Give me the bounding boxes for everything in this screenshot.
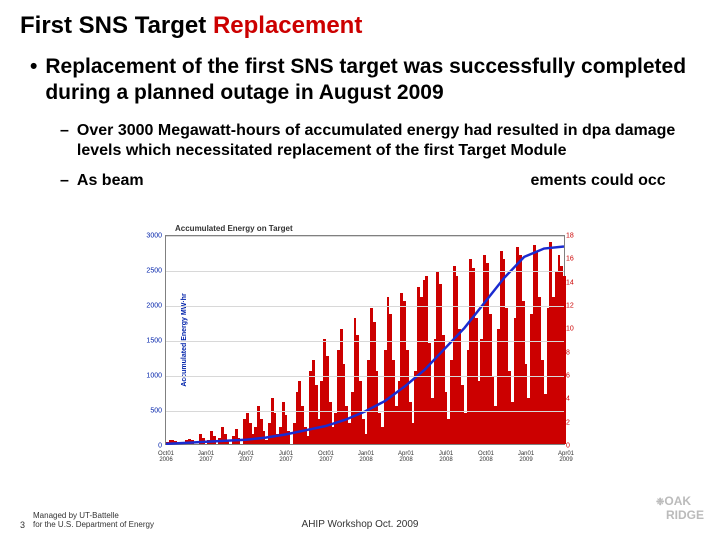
title-red: Replacement (213, 12, 362, 39)
x-tick: Apr012009 (551, 451, 581, 464)
chart-plot-area: Accumulated Energy MW·hr Beam Energy MW·… (165, 235, 565, 445)
y-right-tick: 16 (566, 256, 580, 263)
y-left-tick: 2000 (144, 303, 162, 310)
x-tick: Apr012007 (231, 451, 261, 464)
y-right-tick: 0 (566, 443, 580, 450)
y-left-tick: 2500 (144, 268, 162, 275)
gridline (166, 236, 564, 237)
x-tick: Oct012007 (311, 451, 341, 464)
gridline (166, 376, 564, 377)
y-right-tick: 6 (566, 373, 580, 380)
slide: First SNS Target Replacement • Replaceme… (0, 0, 720, 540)
y-right-tick: 18 (566, 233, 580, 240)
slide-footer: 3 Managed by UT-Battelle for the U.S. De… (0, 511, 720, 530)
x-tick: Jan012009 (511, 451, 541, 464)
x-tick: Oct012008 (471, 451, 501, 464)
y-left-tick: 3000 (144, 233, 162, 240)
x-tick: Jul012007 (271, 451, 301, 464)
y-left-tick: 500 (144, 408, 162, 415)
bullet-level2-a: – Over 3000 Megawatt-hours of accumulate… (60, 121, 700, 161)
y-right-tick: 8 (566, 349, 580, 356)
gridline (166, 341, 564, 342)
gridline (166, 306, 564, 307)
y-right-tick: 14 (566, 279, 580, 286)
managed-by-text: Managed by UT-Battelle for the U.S. Depa… (33, 511, 154, 530)
slide-title: First SNS Target Replacement (20, 12, 700, 40)
y-right-tick: 12 (566, 303, 580, 310)
bullet-dash-icon: – (60, 171, 69, 191)
bullet-l2b-pre: As beam (77, 172, 144, 189)
workshop-label: AHIP Workshop Oct. 2009 (302, 519, 419, 530)
y-right-tick: 2 (566, 419, 580, 426)
gridline (166, 411, 564, 412)
slide-number: 3 (20, 520, 25, 530)
x-tick: Oct012006 (151, 451, 181, 464)
title-black: First SNS Target (20, 12, 213, 39)
x-tick: Apr012008 (391, 451, 421, 464)
chart-title: Accumulated Energy on Target (145, 224, 565, 233)
y-left-tick: 0 (144, 443, 162, 450)
energy-chart: Accumulated Energy on Target Accumulated… (145, 224, 565, 476)
oak-ridge-logo: ❉OAK RIDGE (656, 494, 704, 522)
gridline (166, 271, 564, 272)
x-tick: Jan012008 (351, 451, 381, 464)
y-left-tick: 1500 (144, 338, 162, 345)
bullet-dash-icon: – (60, 121, 69, 161)
bullet-dot-icon: • (30, 54, 37, 107)
x-tick: Jul012008 (431, 451, 461, 464)
bullet-level2-b: – As beam ements could occ (60, 171, 700, 191)
bullet-l2a-text: Over 3000 Megawatt-hours of accumulated … (77, 121, 700, 161)
bullet-l2b-post: ements could occ (531, 172, 666, 189)
y-left-tick: 1000 (144, 373, 162, 380)
bullet-l2b-text: As beam ements could occ (77, 171, 666, 191)
bullet-l1-text: Replacement of the first SNS target was … (45, 54, 700, 107)
x-tick: Jan012007 (191, 451, 221, 464)
logo-ridge: RIDGE (666, 508, 704, 522)
bullet-level1: • Replacement of the first SNS target wa… (30, 54, 700, 107)
y-right-tick: 10 (566, 326, 580, 333)
logo-oak: OAK (664, 494, 691, 508)
managed-line2: for the U.S. Department of Energy (33, 520, 154, 530)
y-right-tick: 4 (566, 396, 580, 403)
accumulated-line (166, 246, 564, 443)
managed-line1: Managed by UT-Battelle (33, 511, 154, 521)
